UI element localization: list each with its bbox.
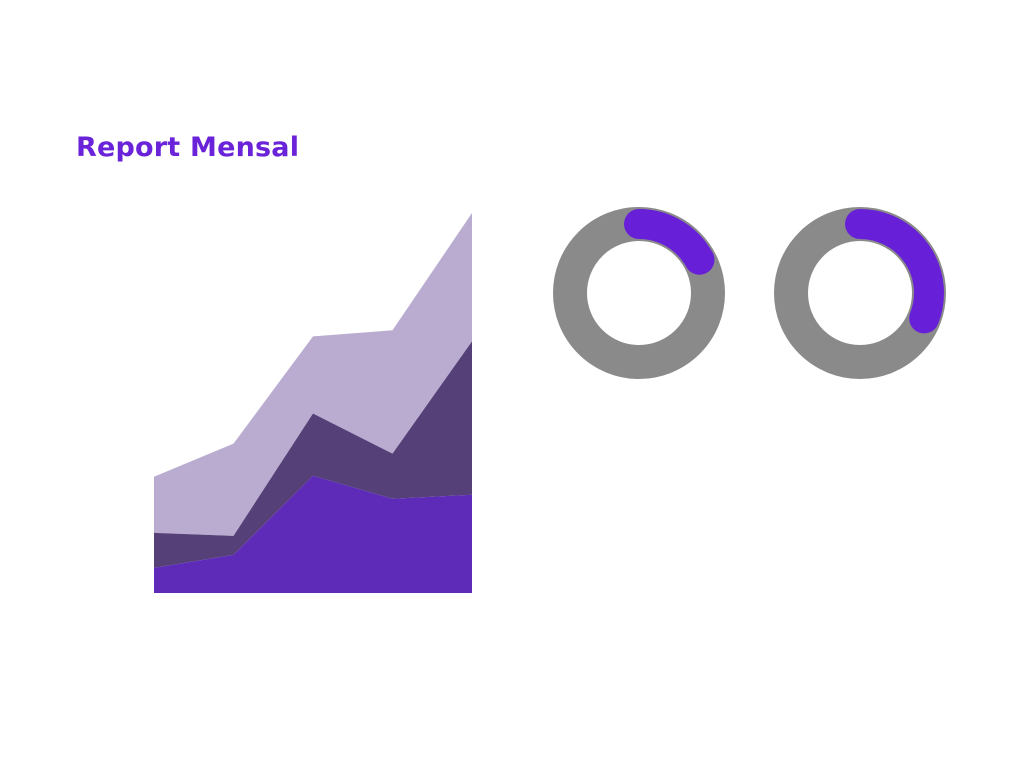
report-title: Report Mensal	[76, 132, 300, 163]
donut-chart-1	[553, 207, 725, 379]
donut-progress-2	[845, 209, 944, 334]
area-layer-top	[154, 213, 472, 536]
donut-progress-1	[624, 209, 715, 275]
area-layer-middle	[154, 341, 472, 568]
area-layer-bottom	[154, 475, 472, 593]
donut-chart-2	[774, 207, 946, 379]
